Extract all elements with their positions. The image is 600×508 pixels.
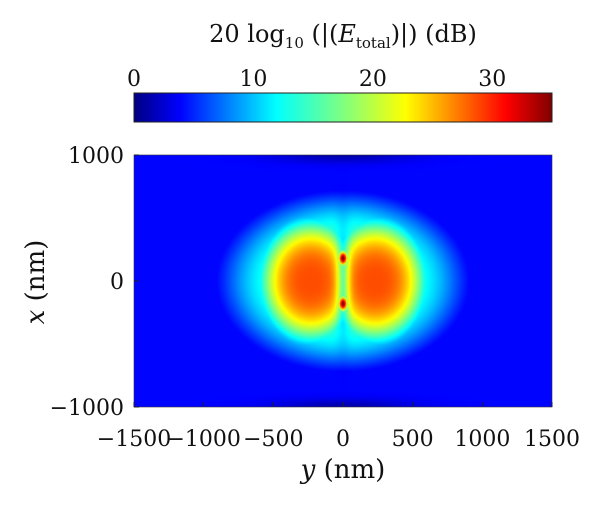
x-tick-label: −1000 <box>166 427 240 452</box>
y-axis-label: x (nm) <box>21 240 51 325</box>
heatmap-image <box>134 155 552 407</box>
x-tick-label: −500 <box>243 427 303 452</box>
colorbar-ticks: 0 10 20 30 <box>127 67 506 99</box>
y-tick-label: 1000 <box>68 144 124 169</box>
x-tick-label: 500 <box>392 427 434 452</box>
x-tick-label: 1500 <box>524 427 580 452</box>
x-axis-ticks: −1500−1000 −500 0 500 1000 1500 <box>97 402 580 452</box>
colorbar-tick-label: 20 <box>359 67 387 92</box>
y-tick-label: 0 <box>110 270 124 295</box>
y-tick-label: −1000 <box>50 396 124 421</box>
colorbar-tick-label: 0 <box>127 67 141 92</box>
colorbar-tick-label: 30 <box>478 67 506 92</box>
y-axis-ticks: 1000 0 −1000 <box>50 144 139 421</box>
colorbar-tick-label: 10 <box>239 67 267 92</box>
x-tick-label: −1500 <box>97 427 171 452</box>
x-tick-label: 0 <box>336 427 350 452</box>
x-axis-label: y (nm) <box>300 455 386 485</box>
colorbar <box>133 92 553 123</box>
x-tick-label: 1000 <box>454 427 510 452</box>
colorbar-label: 20 log10 (|(Etotal)|) (dB) <box>209 20 477 52</box>
